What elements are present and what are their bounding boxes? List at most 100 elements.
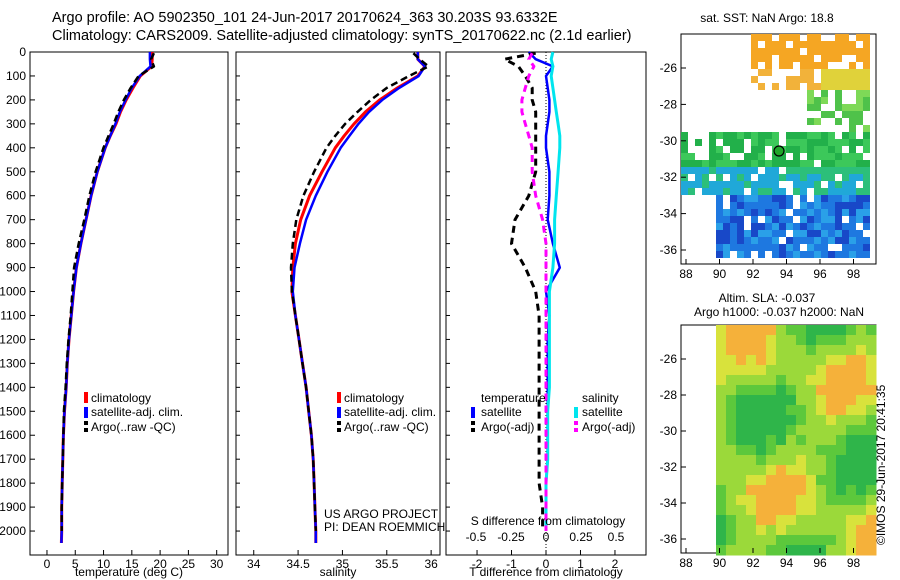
sst-cell bbox=[821, 76, 828, 83]
sst-cell bbox=[779, 202, 786, 209]
sst-cell bbox=[779, 48, 786, 55]
sst-cell bbox=[842, 132, 849, 139]
sst-cell bbox=[863, 125, 870, 132]
sst-cell bbox=[716, 160, 723, 167]
sst-cell bbox=[835, 167, 842, 174]
sst-cell bbox=[856, 104, 863, 111]
sst-cell bbox=[786, 160, 793, 167]
sst-cell bbox=[849, 62, 856, 69]
sst-cell bbox=[842, 195, 849, 202]
sla-cell bbox=[746, 415, 757, 426]
sla-cell bbox=[776, 515, 787, 526]
sst-cell bbox=[737, 195, 744, 202]
sla-cell bbox=[786, 455, 797, 466]
sla-cell bbox=[726, 415, 737, 426]
sst-cell bbox=[800, 237, 807, 244]
sst-map-title: sat. SST: NaN Argo: 18.8 bbox=[700, 11, 834, 25]
legend-argo-swatch-b bbox=[84, 428, 88, 432]
sst-cell bbox=[835, 195, 842, 202]
sst-cell bbox=[821, 251, 828, 258]
sla-cell bbox=[746, 375, 757, 386]
sla-cell bbox=[726, 425, 737, 436]
sst-cell bbox=[863, 104, 870, 111]
sla-cell bbox=[726, 355, 737, 366]
sst-cell bbox=[786, 139, 793, 146]
sst-cell bbox=[814, 97, 821, 104]
depth-tick-label: 1800 bbox=[0, 476, 26, 490]
sla-cell bbox=[816, 415, 827, 426]
sst-cell bbox=[744, 174, 751, 181]
depth-tick-label: 100 bbox=[6, 69, 26, 83]
sst-cell bbox=[821, 223, 828, 230]
sst-cell bbox=[716, 146, 723, 153]
sst-cell bbox=[828, 237, 835, 244]
sla-cell bbox=[766, 325, 777, 336]
sla-cell bbox=[856, 525, 867, 536]
sst-cell bbox=[828, 139, 835, 146]
salinity-x-axis: 34 34.5 35 35.5 36 bbox=[247, 550, 438, 571]
sla-cell bbox=[816, 525, 827, 536]
sla-cell bbox=[816, 405, 827, 416]
sst-cell bbox=[849, 139, 856, 146]
sst-cell bbox=[737, 132, 744, 139]
sla-cell bbox=[866, 425, 877, 436]
sst-cell bbox=[863, 181, 870, 188]
sst-cell bbox=[765, 69, 772, 76]
sst-cell bbox=[793, 188, 800, 195]
sla-cell bbox=[846, 355, 857, 366]
sst-cell bbox=[863, 48, 870, 55]
sla-cell bbox=[756, 395, 767, 406]
sst-cell bbox=[716, 251, 723, 258]
sst-cell bbox=[807, 34, 814, 41]
x-tick-label: 0 bbox=[44, 557, 51, 571]
sla-cell bbox=[756, 465, 767, 476]
sst-cell bbox=[828, 41, 835, 48]
sst-cell bbox=[863, 83, 870, 90]
sst-cell bbox=[758, 55, 765, 62]
legend-salinity-title: salinity bbox=[582, 391, 619, 405]
sla-cell bbox=[716, 545, 727, 556]
sst-cell bbox=[849, 125, 856, 132]
temperature-x-axis: 0 5 10 15 20 25 30 bbox=[44, 550, 224, 571]
sla-cell bbox=[736, 375, 747, 386]
sst-cell bbox=[779, 209, 786, 216]
sst-cell bbox=[709, 160, 716, 167]
sst-cell bbox=[828, 83, 835, 90]
x-tick-label: 10 bbox=[97, 557, 111, 571]
sla-cell bbox=[786, 515, 797, 526]
sst-cell bbox=[751, 244, 758, 251]
sst-cell bbox=[849, 202, 856, 209]
sst-cell bbox=[758, 48, 765, 55]
sla-cell bbox=[766, 415, 777, 426]
sla-cell bbox=[766, 365, 777, 376]
sla-cell bbox=[736, 505, 747, 516]
depth-tick-label: 2000 bbox=[0, 524, 26, 538]
sla-cell bbox=[846, 495, 857, 506]
sst-cell bbox=[793, 132, 800, 139]
sst-cell bbox=[779, 160, 786, 167]
sla-cell bbox=[736, 365, 747, 376]
sst-cell bbox=[793, 160, 800, 167]
sst-cell bbox=[835, 153, 842, 160]
sst-cell bbox=[828, 153, 835, 160]
sla-cell bbox=[766, 375, 777, 386]
sla-cell bbox=[716, 435, 727, 446]
sla-cell bbox=[756, 415, 767, 426]
sst-cell bbox=[856, 34, 863, 41]
sst-cell bbox=[800, 132, 807, 139]
sst-cell bbox=[751, 146, 758, 153]
sla-cell bbox=[836, 515, 847, 526]
sst-cell bbox=[681, 153, 688, 160]
sla-cell bbox=[836, 375, 847, 386]
sst-cell bbox=[751, 160, 758, 167]
sla-cell bbox=[736, 345, 747, 356]
sst-cell bbox=[751, 48, 758, 55]
sst-cell bbox=[821, 160, 828, 167]
sst-cell bbox=[681, 139, 688, 146]
sst-cell bbox=[758, 181, 765, 188]
sst-cell bbox=[744, 160, 751, 167]
sst-cell bbox=[772, 230, 779, 237]
sla-cell bbox=[716, 405, 727, 416]
map-x-label: 98 bbox=[847, 267, 861, 281]
sst-cell bbox=[709, 139, 716, 146]
